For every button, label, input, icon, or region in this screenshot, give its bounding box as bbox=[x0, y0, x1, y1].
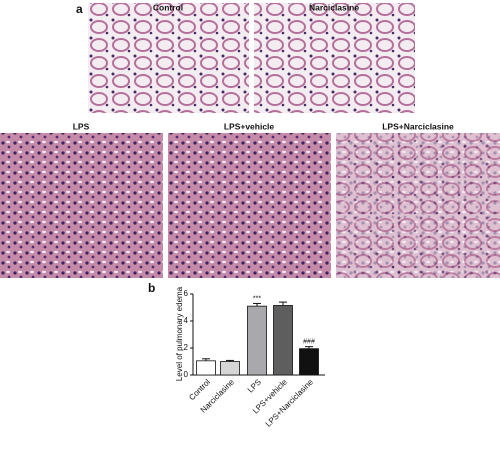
y-tick-label: 6 bbox=[184, 289, 189, 298]
histology-images bbox=[0, 3, 500, 278]
histology-image bbox=[336, 133, 500, 278]
histology-image bbox=[88, 3, 249, 113]
y-tick-label: 4 bbox=[184, 316, 189, 325]
bar bbox=[247, 305, 267, 376]
y-tick-label: 2 bbox=[184, 343, 189, 352]
bar bbox=[273, 305, 293, 376]
y-tick-label: 0 bbox=[184, 370, 189, 379]
panel-label: b bbox=[148, 281, 155, 295]
image-title: LPS+vehicle bbox=[224, 121, 275, 131]
image-title: Narciclasine bbox=[309, 2, 359, 12]
y-axis-label: Level of pulmonary edema bbox=[175, 286, 184, 381]
significance-label: *** bbox=[253, 295, 261, 302]
panel-label: a bbox=[76, 2, 83, 16]
histology-image bbox=[168, 133, 331, 278]
image-title: LPS+Narciclasine bbox=[382, 121, 454, 131]
image-title: LPS bbox=[73, 121, 90, 131]
histology-image bbox=[0, 133, 163, 278]
x-tick-label: LPS+Narciclasine bbox=[264, 377, 316, 429]
bar bbox=[299, 348, 319, 376]
x-tick-label: LPS bbox=[246, 378, 263, 395]
significance-label: ### bbox=[303, 338, 315, 345]
bar bbox=[220, 361, 240, 376]
image-title: Control bbox=[153, 2, 183, 12]
bar bbox=[196, 360, 216, 376]
histology-image bbox=[254, 3, 415, 113]
